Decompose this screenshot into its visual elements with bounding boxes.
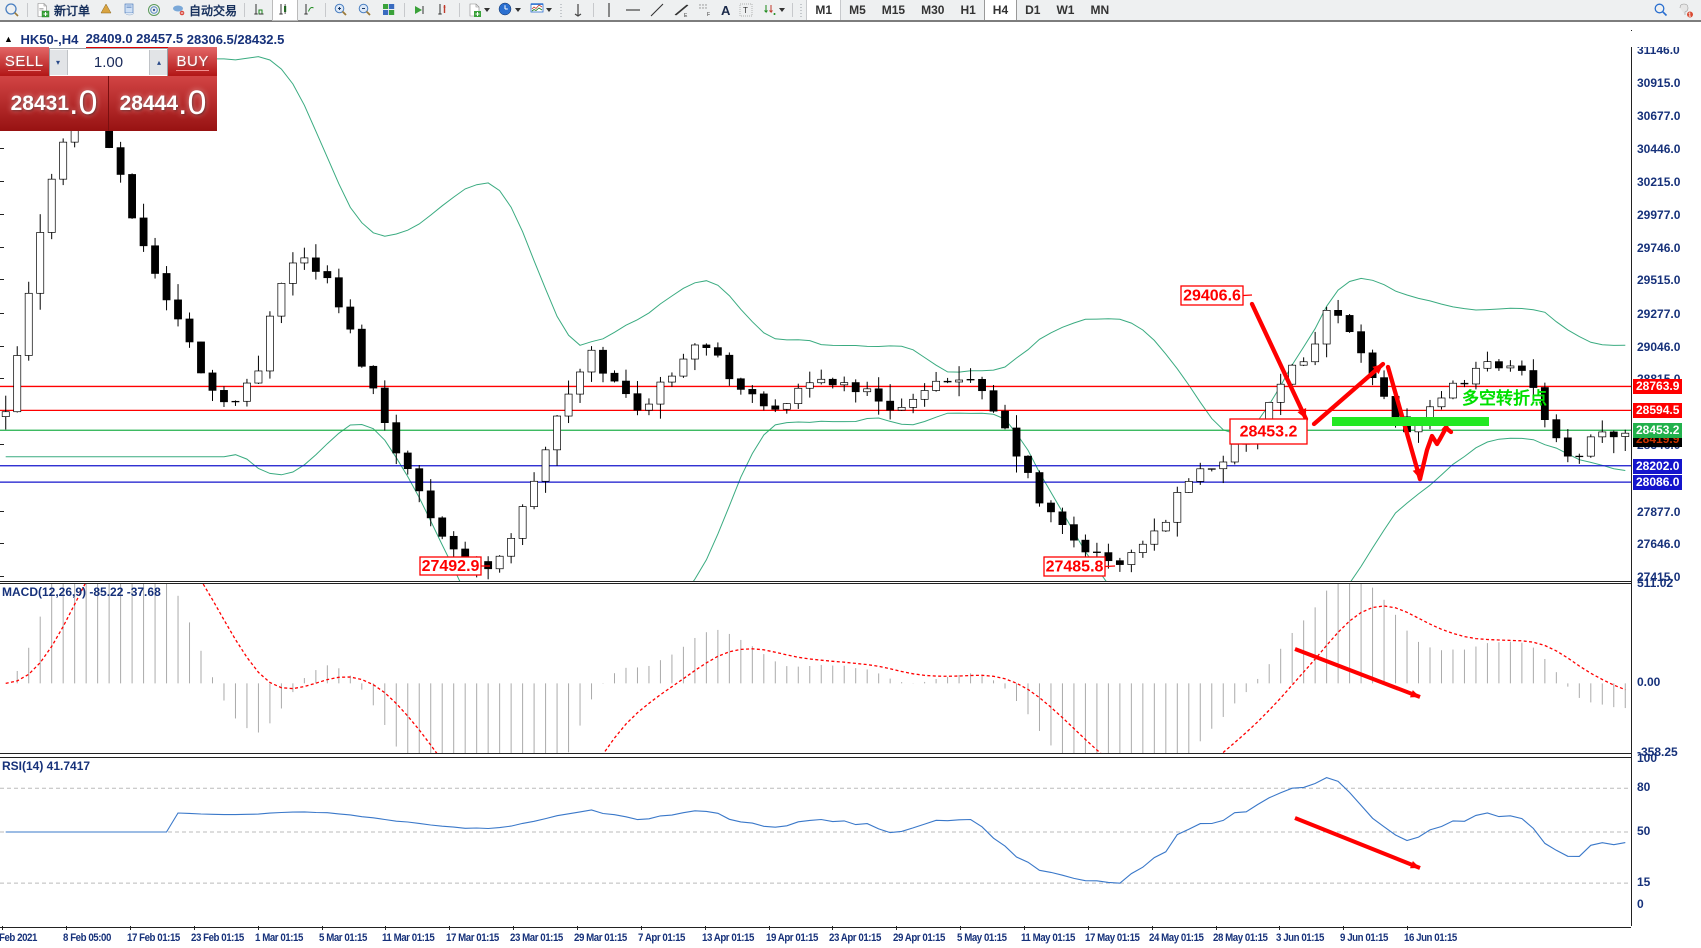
svg-text:29406.6: 29406.6 [1183,288,1241,305]
svg-text:28453.2: 28453.2 [1240,424,1298,441]
svg-text:27492.9: 27492.9 [422,558,480,575]
svg-text:27485.8: 27485.8 [1046,559,1104,576]
svg-text:多空转折点: 多空转折点 [1462,388,1547,408]
